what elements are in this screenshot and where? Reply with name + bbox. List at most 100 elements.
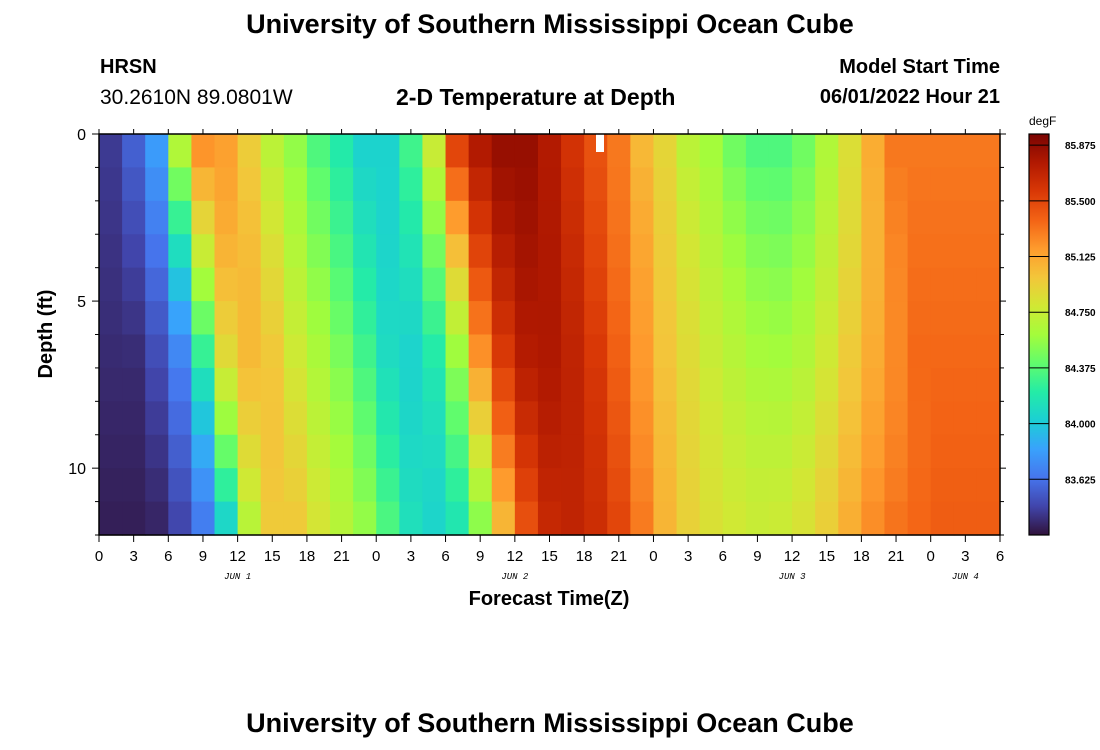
heatmap-cell <box>145 234 169 269</box>
heatmap-cell <box>376 167 400 202</box>
heatmap-cell <box>953 267 978 302</box>
heatmap-cell <box>699 367 724 402</box>
heatmap-cell <box>745 301 770 336</box>
heatmap-cell <box>630 401 655 436</box>
heatmap-cell <box>561 134 585 169</box>
heatmap-cell <box>768 468 793 503</box>
heatmap-cell <box>330 301 354 336</box>
heatmap-cell <box>99 401 123 436</box>
heatmap-cell <box>330 334 354 369</box>
heatmap-cell <box>768 134 793 169</box>
heatmap-cell <box>514 367 539 402</box>
heatmap-cell <box>168 167 193 202</box>
heatmap-cell <box>122 468 146 503</box>
heatmap-cell <box>838 367 862 402</box>
heatmap-cell <box>237 434 262 469</box>
heatmap-cell <box>422 167 447 202</box>
heatmap-cell <box>330 434 354 469</box>
heatmap-cell <box>537 468 562 503</box>
heatmap-cell <box>630 234 655 269</box>
heatmap-cell <box>168 334 193 369</box>
heatmap-cell <box>607 401 631 436</box>
heatmap-cell <box>468 367 493 402</box>
heatmap-cell <box>353 468 377 503</box>
x-tick-label: 6 <box>164 548 172 565</box>
model-start-label: Model Start Time <box>839 56 1000 78</box>
heatmap-cell <box>976 334 1001 369</box>
heatmap-cell <box>491 134 516 169</box>
heatmap-cell <box>584 367 608 402</box>
heatmap-cell <box>283 468 308 503</box>
heatmap-cell <box>306 267 331 302</box>
heatmap-cell <box>237 501 262 536</box>
heatmap-cell <box>537 501 562 536</box>
heatmap-cell <box>399 301 424 336</box>
heatmap-cell <box>260 367 285 402</box>
heatmap-cell <box>306 167 331 202</box>
heatmap-cell <box>653 167 678 202</box>
heatmap-cell <box>260 267 285 302</box>
heatmap-cell <box>861 301 886 336</box>
heatmap-cell <box>653 134 678 169</box>
heatmap-cell <box>838 401 862 436</box>
heatmap-cell <box>422 434 447 469</box>
heatmap-cell <box>330 401 354 436</box>
heatmap-cell <box>99 234 123 269</box>
x-tick-label: 12 <box>229 548 246 565</box>
heatmap-cell <box>630 501 655 536</box>
heatmap-cell <box>699 401 724 436</box>
heatmap-cell <box>607 200 631 235</box>
heatmap-cell <box>260 401 285 436</box>
heatmap-cell <box>145 200 169 235</box>
heatmap-cell <box>422 134 447 169</box>
y-tick-label: 5 <box>77 294 86 311</box>
heatmap-cell <box>815 234 839 269</box>
heatmap-cell <box>353 501 377 536</box>
day-label: JUN 1 <box>224 572 251 582</box>
station-coordinates: 30.2610N 89.0801W <box>100 86 293 109</box>
heatmap-cell <box>145 167 169 202</box>
heatmap-cell <box>930 367 955 402</box>
heatmap-cell <box>260 334 285 369</box>
heatmap-cell <box>306 334 331 369</box>
heatmap-cell <box>399 334 424 369</box>
heatmap-cell <box>884 134 909 169</box>
heatmap-cell <box>376 468 400 503</box>
heatmap-cell <box>514 334 539 369</box>
heatmap-cell <box>445 200 470 235</box>
heatmap-cell <box>792 267 816 302</box>
heatmap-cell <box>399 134 424 169</box>
heatmap-cell <box>861 401 886 436</box>
colorbar-scale <box>1028 133 1050 536</box>
heatmap-cell <box>353 334 377 369</box>
heatmap-cell <box>722 167 747 202</box>
heatmap-cell <box>122 167 146 202</box>
heatmap-cell <box>122 267 146 302</box>
heatmap-cell <box>792 468 816 503</box>
heatmap-cell <box>214 200 239 235</box>
y-axis: 0 5 10 <box>68 127 1006 536</box>
heatmap-cell <box>630 200 655 235</box>
heatmap-cell <box>376 134 400 169</box>
heatmap-cell <box>722 468 747 503</box>
heatmap-cell <box>514 501 539 536</box>
heatmap-cell <box>306 234 331 269</box>
heatmap-cell <box>676 468 701 503</box>
heatmap-cell <box>768 167 793 202</box>
heatmap-cell <box>537 434 562 469</box>
heatmap-cell <box>122 401 146 436</box>
heatmap-cell <box>838 234 862 269</box>
heatmap-cell <box>514 301 539 336</box>
heatmap-cell <box>330 200 354 235</box>
heatmap-cell <box>445 334 470 369</box>
heatmap-cell <box>99 434 123 469</box>
missing-data-marker <box>596 134 604 152</box>
heatmap-cell <box>768 434 793 469</box>
heatmap-cell <box>353 234 377 269</box>
heatmap-cell <box>99 367 123 402</box>
heatmap-cell <box>468 301 493 336</box>
heatmap-cell <box>607 468 631 503</box>
heatmap-cell <box>699 334 724 369</box>
heatmap-cell <box>306 367 331 402</box>
heatmap-cell <box>699 267 724 302</box>
